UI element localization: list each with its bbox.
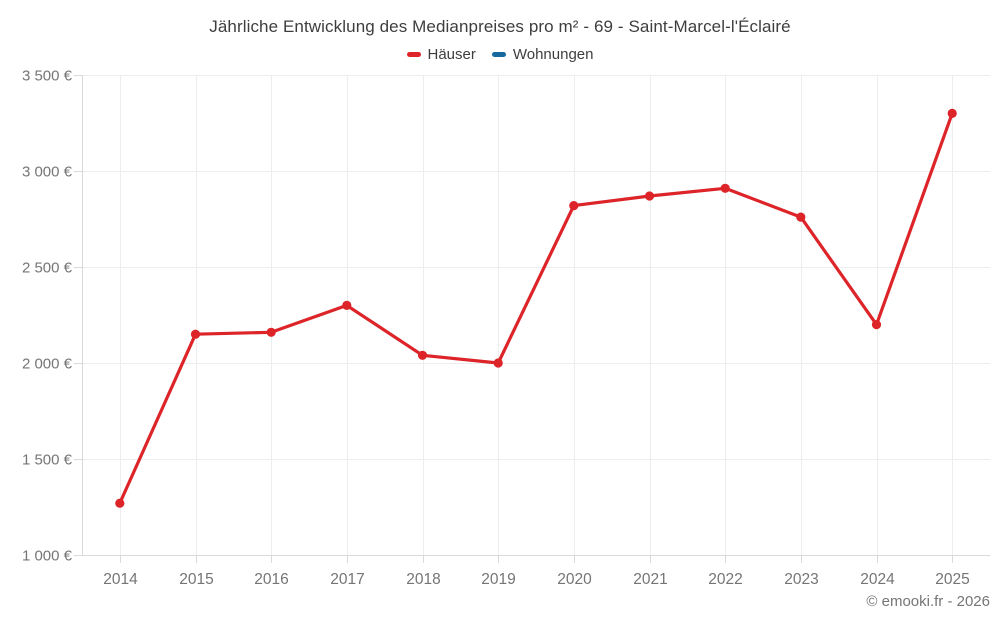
x-tick-label-2020: 2020 (557, 571, 592, 588)
data-point-hauser-2020[interactable] (569, 201, 579, 211)
legend-item-wohnungen[interactable]: Wohnungen (491, 46, 594, 63)
x-tick-label-2018: 2018 (406, 571, 440, 588)
x-tick-label-2024: 2024 (860, 571, 895, 588)
legend-swatch-wohnungen (491, 52, 506, 57)
x-tick-label-2014: 2014 (103, 571, 138, 588)
legend-swatch-hauser (406, 52, 421, 57)
data-point-hauser-2014[interactable] (115, 498, 125, 508)
data-point-hauser-2018[interactable] (417, 350, 428, 360)
x-tick-label-2021: 2021 (633, 571, 667, 588)
data-point-hauser-2024[interactable] (871, 320, 882, 330)
x-tick-label-2015: 2015 (179, 571, 213, 588)
data-point-hauser-2016[interactable] (266, 327, 276, 337)
x-tick-label-2019: 2019 (481, 571, 515, 588)
legend-label-wohnungen: Wohnungen (512, 46, 594, 63)
data-point-hauser-2021[interactable] (644, 191, 655, 201)
chart-legend: Häuser Wohnungen (0, 46, 1000, 63)
series-line-hauser (118, 111, 954, 505)
x-tick-label-2023: 2023 (784, 571, 818, 588)
y-tick-label: 2 500 € (22, 260, 73, 277)
chart-title: Jährliche Entwicklung des Medianpreises … (209, 17, 791, 36)
data-point-hauser-2015[interactable] (190, 329, 201, 339)
x-tick-label-2025: 2025 (935, 571, 969, 588)
data-point-hauser-2022[interactable] (720, 183, 730, 193)
x-tick-label-2016: 2016 (254, 571, 288, 588)
x-tick-label-2017: 2017 (330, 571, 364, 588)
data-point-hauser-2017[interactable] (342, 300, 352, 310)
y-tick-label: 1 500 € (22, 452, 73, 469)
data-point-hauser-2023[interactable] (796, 212, 806, 222)
x-tick-label-2022: 2022 (708, 571, 742, 588)
legend-label-hauser: Häuser (427, 46, 476, 63)
y-tick-label: 3 000 € (22, 164, 73, 181)
data-point-hauser-2019[interactable] (493, 358, 503, 368)
y-tick-label: 1 000 € (22, 548, 73, 565)
data-point-hauser-2025[interactable] (947, 108, 957, 118)
copyright-text: © emooki.fr - 2026 (866, 593, 990, 610)
legend-item-hauser[interactable]: Häuser (406, 46, 476, 63)
y-tick-label: 2 000 € (22, 356, 73, 373)
y-tick-label: 3 500 € (22, 68, 73, 85)
